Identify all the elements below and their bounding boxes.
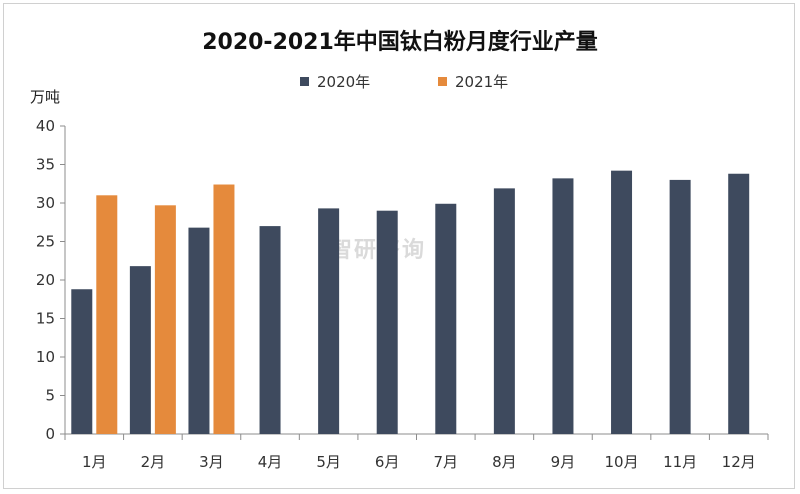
legend-item-2020: 2020年: [300, 70, 370, 92]
legend-label-2021: 2021年: [455, 72, 509, 91]
bar-2020年-9月: [552, 178, 574, 434]
y-tick-label: 35: [36, 156, 55, 174]
legend: 2020年 2021年: [0, 70, 800, 92]
bar-2021年-3月: [213, 184, 235, 434]
bar-2020年-8月: [493, 188, 515, 434]
y-tick-label: 10: [36, 348, 55, 366]
bar-2020年-10月: [611, 170, 633, 434]
x-tick-label: 2月: [141, 453, 166, 471]
bar-2020年-5月: [318, 208, 340, 434]
legend-label-2020: 2020年: [317, 72, 371, 91]
x-tick-label: 5月: [316, 453, 341, 471]
x-tick-label: 7月: [434, 453, 459, 471]
y-tick-label: 15: [36, 310, 55, 328]
x-tick-label: 10月: [604, 453, 638, 471]
bar-2021年-2月: [154, 205, 176, 434]
x-tick-label: 11月: [663, 453, 697, 471]
x-tick-label: 1月: [82, 453, 107, 471]
bar-2020年-7月: [435, 203, 457, 434]
x-tick-label: 12月: [722, 453, 756, 471]
y-tick-label: 20: [36, 271, 55, 289]
x-tick-label: 9月: [551, 453, 576, 471]
bar-2020年-3月: [188, 227, 210, 434]
bar-2020年-6月: [376, 210, 398, 434]
x-tick-label: 8月: [492, 453, 517, 471]
legend-swatch-2021: [438, 76, 447, 86]
y-tick-label: 5: [45, 387, 55, 405]
x-tick-label: 4月: [258, 453, 283, 471]
y-tick-label: 30: [36, 194, 55, 212]
bar-2020年-11月: [669, 179, 691, 434]
x-tick-label: 6月: [375, 453, 400, 471]
bar-2020年-2月: [129, 266, 151, 434]
bar-2021年-1月: [96, 195, 118, 434]
bar-2020年-4月: [259, 226, 281, 434]
legend-item-2021: 2021年: [438, 70, 508, 92]
y-tick-label: 25: [36, 233, 55, 251]
bar-2020年-12月: [728, 173, 750, 435]
legend-swatch-2020: [300, 76, 309, 86]
chart-title: 2020-2021年中国钛白粉月度行业产量: [202, 30, 598, 55]
y-tick-label: 40: [36, 117, 55, 135]
x-tick-label: 3月: [199, 453, 224, 471]
y-axis-unit-label: 万吨: [30, 88, 61, 106]
bar-2020年-1月: [71, 289, 93, 434]
y-tick-label: 0: [45, 425, 55, 443]
